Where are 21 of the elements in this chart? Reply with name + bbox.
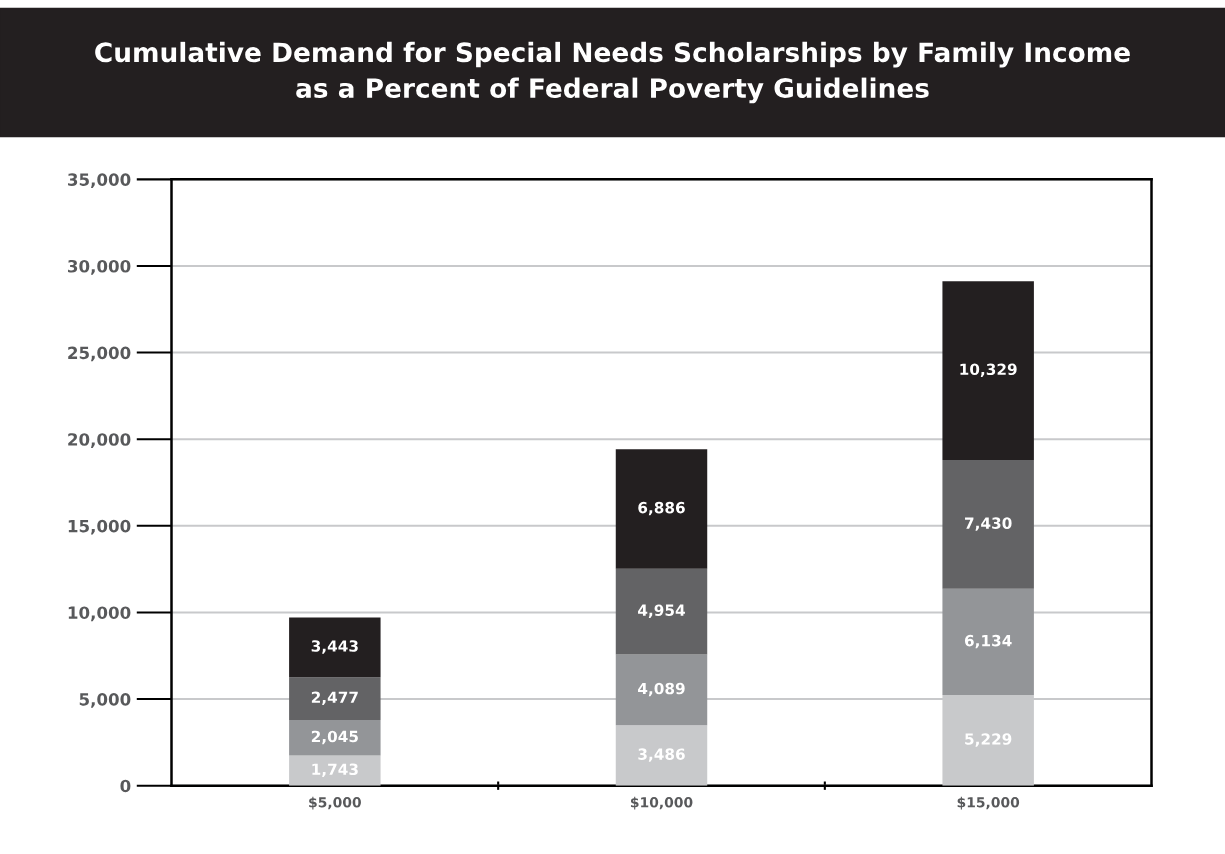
x-tick-label: $15,000 bbox=[957, 796, 1020, 810]
x-tick-label: $5,000 bbox=[309, 796, 361, 810]
data-label: 3,443 bbox=[311, 640, 358, 654]
y-tick-label: 15,000 bbox=[68, 519, 131, 535]
data-label: 10,329 bbox=[960, 363, 1017, 378]
y-tick-label: 10,000 bbox=[68, 606, 131, 622]
data-label: 6,134 bbox=[964, 634, 1012, 649]
chart-title: Cumulative Demand for Special Needs Scholarships by Family Income as a Percent of Federal Poverty Guidelines bbox=[95, 41, 1130, 104]
data-label: 2,045 bbox=[311, 730, 358, 745]
data-label: 7,430 bbox=[965, 517, 1012, 531]
data-label: 6,886 bbox=[638, 501, 685, 516]
y-tick-label: 25,000 bbox=[68, 346, 131, 362]
y-tick-label: 35,000 bbox=[68, 173, 131, 189]
y-tick-label: 5,000 bbox=[79, 693, 131, 708]
y-tick-label: 20,000 bbox=[68, 433, 131, 448]
data-label: 2,477 bbox=[311, 691, 358, 705]
y-tick-label: 30,000 bbox=[68, 259, 131, 275]
data-label: 4,954 bbox=[638, 604, 685, 618]
x-tick-label: $10,000 bbox=[630, 796, 693, 810]
data-label: 4,089 bbox=[638, 682, 685, 697]
y-tick-label: 0 bbox=[120, 779, 131, 793]
